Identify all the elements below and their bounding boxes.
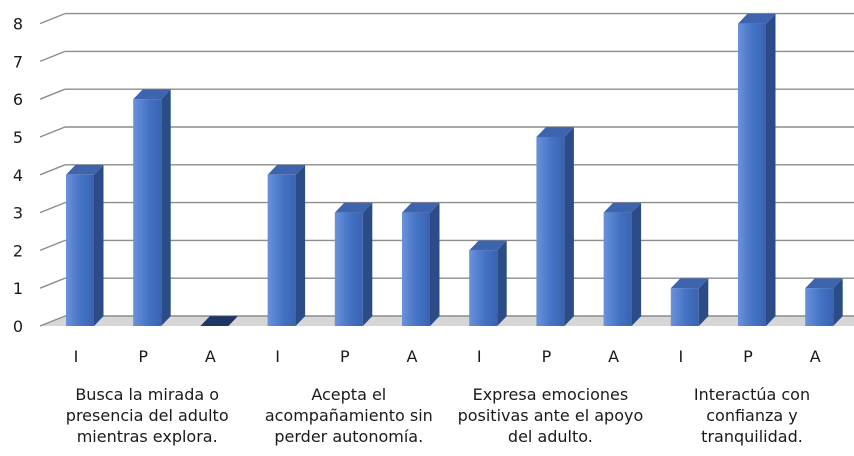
bar-front bbox=[469, 250, 498, 326]
y-tick-label: 7 bbox=[13, 52, 23, 71]
bar-top bbox=[536, 127, 574, 137]
bar-top bbox=[200, 316, 238, 326]
bar-front bbox=[133, 99, 162, 326]
y-tick-label: 6 bbox=[13, 90, 23, 109]
bar-front bbox=[670, 288, 699, 326]
bar bbox=[805, 278, 843, 326]
gridline-depth bbox=[39, 126, 66, 138]
bars bbox=[66, 13, 843, 327]
gridline-depth bbox=[39, 239, 66, 252]
bar-side bbox=[564, 127, 574, 327]
x-tick-label: P bbox=[542, 347, 552, 366]
bar bbox=[469, 240, 507, 326]
bar-front bbox=[334, 212, 363, 326]
y-tick-label: 8 bbox=[13, 15, 23, 34]
bar-front bbox=[402, 212, 430, 326]
group-label: Interactúa con confianza y tranquilidad. bbox=[694, 385, 810, 446]
bar bbox=[200, 316, 238, 326]
bar-side bbox=[497, 240, 507, 326]
bar-side bbox=[161, 89, 171, 326]
y-tick-label: 5 bbox=[13, 128, 23, 147]
bar-front bbox=[66, 174, 94, 326]
gridline-depth bbox=[39, 88, 66, 100]
gridline-depth bbox=[39, 50, 66, 63]
y-tick-label: 3 bbox=[13, 204, 23, 223]
bar-front bbox=[603, 212, 632, 326]
x-tick-label: P bbox=[340, 347, 350, 366]
x-tick-label: I bbox=[275, 347, 280, 366]
bar-top bbox=[670, 278, 709, 289]
bar-top bbox=[66, 164, 104, 175]
y-axis: 0 1 2 3 4 5 6 7 8 bbox=[13, 15, 23, 336]
bar-top bbox=[402, 202, 440, 213]
gridline-depth bbox=[39, 201, 66, 214]
bar-top bbox=[133, 89, 171, 100]
x-tick-label: A bbox=[608, 347, 619, 366]
x-tick-label: I bbox=[74, 347, 79, 366]
bar bbox=[267, 164, 306, 326]
gridline-depth bbox=[39, 12, 66, 25]
bar-side bbox=[766, 13, 776, 326]
bar-front bbox=[267, 174, 296, 326]
bar bbox=[738, 13, 776, 326]
bar bbox=[402, 202, 440, 326]
x-tick-label: A bbox=[407, 347, 418, 366]
x-tick-label: P bbox=[743, 347, 753, 366]
y-tick-label: 0 bbox=[13, 317, 23, 336]
group-label: Expresa emociones positivas ante el apoyo… bbox=[458, 385, 644, 446]
bar-side bbox=[362, 202, 373, 326]
group-label: Acepta el acompañamiento sin perder autono… bbox=[265, 385, 433, 446]
bar-front bbox=[738, 23, 766, 326]
bar-front bbox=[536, 137, 565, 326]
bar-top bbox=[738, 13, 776, 24]
bar-top bbox=[603, 202, 642, 213]
bar-side bbox=[698, 278, 709, 326]
bar bbox=[133, 89, 171, 326]
x-tick-label: I bbox=[678, 347, 683, 366]
group-label: Busca la mirada o presencia del adulto mie… bbox=[66, 385, 229, 446]
bar bbox=[603, 202, 642, 326]
x-tick-label: A bbox=[205, 347, 216, 366]
bar bbox=[670, 278, 709, 326]
x-axis-labels: I P A Busca la mirada o presencia del adulto… bbox=[66, 347, 821, 446]
bar-top bbox=[469, 240, 507, 251]
bar bbox=[66, 164, 104, 326]
bar-top bbox=[805, 278, 843, 289]
y-tick-label: 4 bbox=[13, 166, 23, 185]
y-tick-label: 1 bbox=[13, 279, 23, 298]
bar-top bbox=[334, 202, 373, 213]
chart-floor bbox=[40, 316, 854, 326]
y-tick-label: 2 bbox=[13, 241, 23, 260]
bar-front bbox=[805, 288, 834, 326]
bar bbox=[536, 127, 574, 327]
gridline-depth bbox=[39, 277, 66, 289]
x-tick-label: I bbox=[477, 347, 482, 366]
bar-side bbox=[833, 278, 843, 326]
x-tick-label: P bbox=[138, 347, 148, 366]
gridline-depth bbox=[39, 315, 66, 327]
bar-side bbox=[430, 202, 440, 326]
gridline-depth bbox=[39, 164, 66, 176]
bar bbox=[334, 202, 373, 326]
gridlines bbox=[39, 12, 854, 327]
bar-side bbox=[94, 164, 104, 326]
x-tick-label: A bbox=[810, 347, 821, 366]
bar-top bbox=[267, 164, 306, 175]
bar-side bbox=[295, 164, 306, 326]
bar-side bbox=[631, 202, 642, 326]
